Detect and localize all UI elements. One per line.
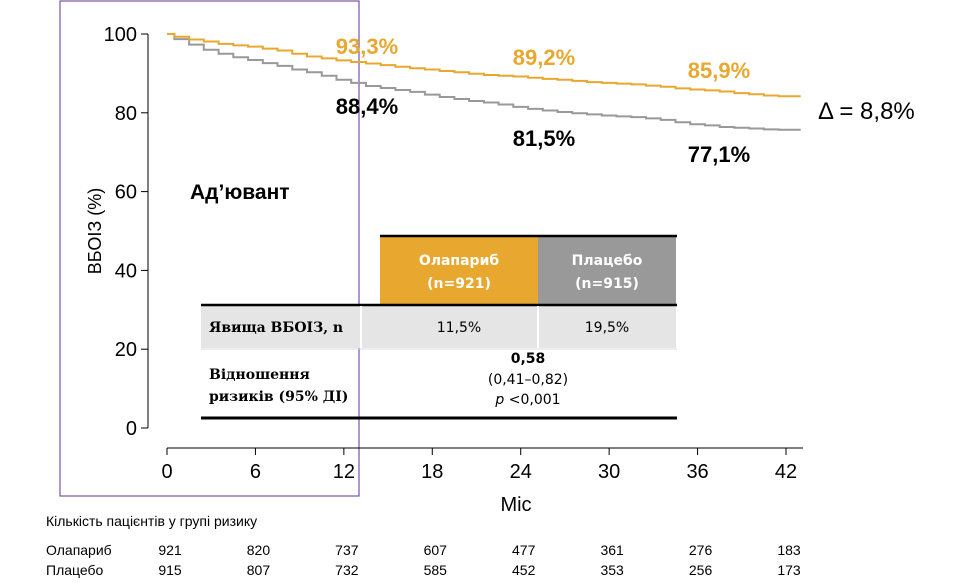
y-tick-label-40: 40 — [115, 260, 137, 282]
y-axis: 0 20 40 60 80 100 ВБОІЗ (%) — [85, 24, 149, 440]
x-ticks: 0 6 12 18 24 30 36 42 — [161, 448, 797, 483]
placebo-label-36: 77,1% — [688, 142, 750, 167]
y-tick-label-60: 60 — [115, 182, 137, 204]
series-line-olaparib — [167, 33, 801, 98]
row1-label: Явища ВБОІЗ, n — [209, 320, 343, 336]
x-axis-label: Міс — [500, 494, 531, 516]
p-value-number: <0,001 — [504, 392, 560, 408]
delta-annotation: Δ = 8,8% — [818, 98, 915, 125]
series-line-placebo — [167, 33, 801, 131]
row1-placebo-value: 19,5% — [585, 320, 629, 336]
y-tick-label-20: 20 — [115, 339, 137, 361]
placebo-label-12: 88,4% — [336, 94, 398, 119]
y-tick-label-0: 0 — [126, 418, 137, 440]
olaparib-header-n: (n=921) — [427, 276, 491, 292]
x-tick-label-24: 24 — [510, 461, 532, 483]
p-value: p <0,001 — [494, 392, 560, 408]
placebo-header-cell — [538, 236, 676, 304]
placebo-label-24: 81,5% — [513, 126, 575, 151]
y-axis-label: ВБОІЗ (%) — [85, 188, 105, 274]
p-value-label: p — [494, 392, 504, 408]
row1-background — [201, 306, 676, 348]
row1-olaparib-value: 11,5% — [437, 320, 481, 336]
hazard-ratio-value: 0,58 — [511, 351, 546, 367]
y-ticks: 0 20 40 60 80 100 — [104, 24, 148, 440]
row2-label-line2: ризиків (95% ДІ) — [209, 389, 348, 405]
placebo-header-name: Плацебо — [572, 253, 643, 269]
olaparib-labels: 93,3% 89,2% 85,9% — [336, 34, 750, 83]
highlight-box — [59, 0, 360, 497]
panel-label: Ад’ювант — [190, 181, 290, 204]
placebo-labels: 88,4% 81,5% 77,1% — [336, 94, 750, 167]
x-tick-label-18: 18 — [421, 461, 443, 483]
y-tick-label-80: 80 — [115, 103, 137, 125]
hazard-ratio-ci: (0,41–0,82) — [488, 372, 568, 388]
row2-label-line1: Відношення — [209, 367, 310, 383]
x-tick-label-0: 0 — [161, 461, 172, 483]
olaparib-header-cell — [380, 236, 538, 304]
x-axis: 0 6 12 18 24 30 36 42 Міс — [161, 447, 803, 516]
olaparib-header-name: Олапариб — [419, 253, 500, 269]
x-tick-label-36: 36 — [686, 461, 708, 483]
x-tick-label-30: 30 — [598, 461, 620, 483]
x-tick-label-12: 12 — [333, 461, 355, 483]
results-table: Олапариб (n=921) Плацебо (n=915) Явища В… — [201, 234, 677, 420]
x-tick-label-42: 42 — [775, 461, 797, 483]
olaparib-label-36: 85,9% — [688, 58, 750, 83]
olaparib-label-24: 89,2% — [513, 45, 575, 70]
y-tick-label-100: 100 — [104, 24, 137, 46]
placebo-header-n: (n=915) — [575, 276, 639, 292]
x-tick-label-6: 6 — [250, 461, 261, 483]
olaparib-label-12: 93,3% — [336, 34, 398, 59]
